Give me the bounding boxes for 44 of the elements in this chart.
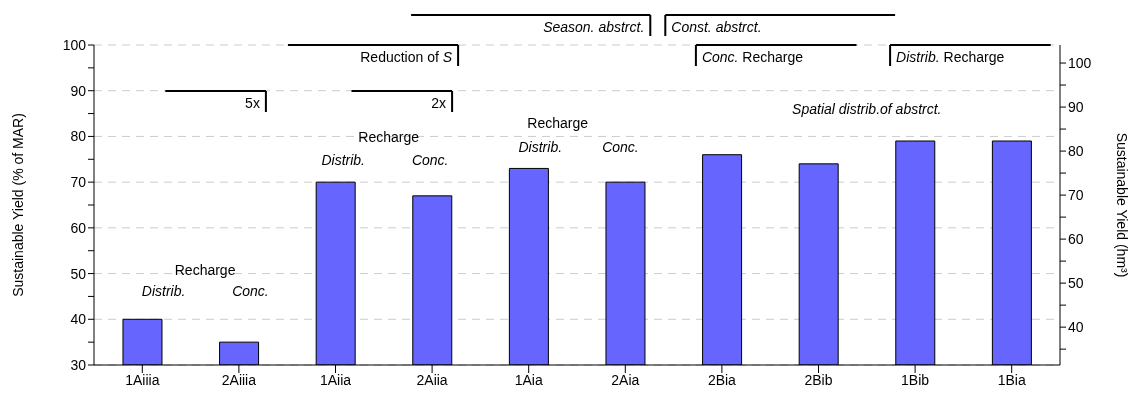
annotation: Distrib. (141, 283, 186, 299)
x-tick-label: 2Bib (804, 371, 833, 388)
y2-tick-label: 100 (1068, 55, 1092, 72)
annotation: 2x (431, 95, 447, 111)
x-tick-label: 1Aiia (319, 371, 352, 388)
annotation: Distrib. Recharge (896, 49, 1005, 65)
y-tick-label: 30 (70, 356, 87, 373)
x-tick-label: 1Bia (997, 371, 1026, 388)
y-tick-label: 90 (70, 82, 87, 99)
x-tick-label: 2Aiia (416, 371, 448, 388)
annotation: Conc. (232, 283, 269, 299)
x-tick-label: 2Aiiia (221, 371, 257, 388)
y2-tick-label: 70 (1068, 187, 1084, 204)
y-tick-label: 40 (70, 311, 87, 328)
y-tick-label: 60 (70, 219, 87, 236)
text: Season. abstrct. (543, 19, 645, 35)
y-tick-label: 100 (62, 36, 87, 53)
y2-tick-label: 90 (1068, 99, 1084, 116)
annotation: Conc. (411, 152, 449, 168)
annotation: Reduction of S (360, 49, 453, 65)
annotation: Recharge (527, 115, 589, 131)
x-tick-label: 1Aiiia (125, 371, 160, 388)
x-tick-label: 2Aia (611, 371, 640, 388)
x-tick-label: 1Aia (514, 371, 543, 388)
annotation: Conc. Recharge (701, 49, 804, 65)
annotation: Distrib. (518, 139, 563, 155)
annotation: Conc. (602, 139, 639, 155)
x-tick-label: 2Bia (707, 371, 737, 388)
y2-tick-label: 50 (1068, 275, 1084, 292)
text: Const. abstrct. (671, 19, 762, 35)
annotation: Recharge (174, 262, 236, 278)
annotation: Recharge (358, 129, 420, 145)
annotation: Distrib. (321, 152, 366, 168)
y-tick-label: 70 (70, 174, 87, 191)
y2-tick-label: 60 (1068, 231, 1084, 248)
annotation: Spatial distrib.of abstrct. (792, 101, 942, 117)
y2-axis-title: Sustainable Yield (hm³) (1114, 132, 1131, 278)
annotation: 5x (245, 95, 260, 111)
y-axis-title: Sustainable Yield (% of MAR) (9, 113, 26, 297)
y-tick-label: 50 (70, 265, 87, 282)
y2-tick-label: 40 (1068, 319, 1084, 336)
x-tick-label: 1Bib (901, 371, 930, 388)
y2-tick-label: 80 (1068, 143, 1084, 160)
y-tick-label: 80 (70, 128, 87, 145)
